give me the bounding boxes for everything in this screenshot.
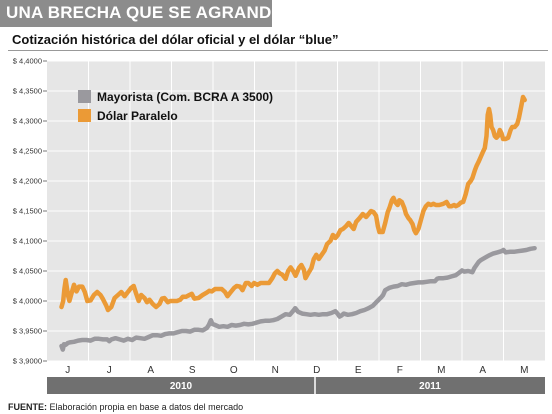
year-label: 2010: [170, 381, 193, 392]
divider: [8, 50, 548, 51]
month-band: [47, 361, 545, 377]
year-band: [47, 377, 545, 394]
y-tick-label: $ 4,2500: [13, 147, 42, 156]
legend-label: Dólar Paralelo: [97, 109, 178, 123]
headline-banner: UNA BRECHA QUE SE AGRANDA: [0, 0, 284, 27]
source-label: FUENTE:: [8, 402, 47, 412]
legend-label: Mayorista (Com. BCRA A 3500): [97, 90, 273, 104]
x-tick-label: M: [520, 365, 528, 376]
x-tick-label: A: [147, 365, 154, 376]
legend: Mayorista (Com. BCRA A 3500) Dólar Parale…: [78, 90, 273, 123]
headline: UNA BRECHA QUE SE AGRANDA: [6, 3, 284, 22]
x-tick-label: J: [65, 365, 70, 376]
x-tick-label: E: [355, 365, 362, 376]
y-tick-label: $ 4,3500: [13, 87, 42, 96]
y-tick-label: $ 4,1500: [13, 207, 42, 216]
year-label: 2011: [419, 381, 441, 392]
legend-swatch: [78, 90, 91, 103]
legend-swatch: [78, 109, 91, 122]
source-text: Elaboración propia en base a datos del m…: [49, 402, 244, 412]
x-tick-label: F: [397, 365, 403, 376]
x-tick-label: S: [189, 365, 196, 376]
series-layer: [59, 94, 537, 352]
chart-subtitle: Cotización histórica del dólar oficial y…: [12, 32, 339, 47]
y-tick-label: $ 4,2000: [13, 177, 42, 186]
y-tick-label: $ 4,1000: [13, 237, 42, 246]
y-tick-label: $ 4,0000: [13, 297, 42, 306]
x-tick-label: A: [479, 365, 486, 376]
series-line: [59, 245, 537, 352]
x-tick-label: M: [437, 365, 445, 376]
x-tick-label: O: [230, 365, 238, 376]
source-note: FUENTE: Elaboración propia en base a dat…: [8, 402, 243, 412]
series-line: [59, 94, 527, 313]
x-tick-label: N: [272, 365, 279, 376]
y-tick-label: $ 3,9000: [13, 357, 42, 366]
x-tick-label: J: [107, 365, 112, 376]
year-labels: 2010 2011: [170, 381, 441, 392]
x-tick-label: D: [313, 365, 320, 376]
y-tick-label: $ 4,0500: [13, 267, 42, 276]
y-tick-label: $ 4,4000: [13, 57, 42, 66]
y-tick-label: $ 3,9500: [13, 327, 42, 336]
y-tick-label: $ 4,3000: [13, 117, 42, 126]
y-axis: $ 3,9000 $ 3,9500 $ 4,0000 $ 4,0500 $ 4,1000…: [13, 57, 47, 366]
